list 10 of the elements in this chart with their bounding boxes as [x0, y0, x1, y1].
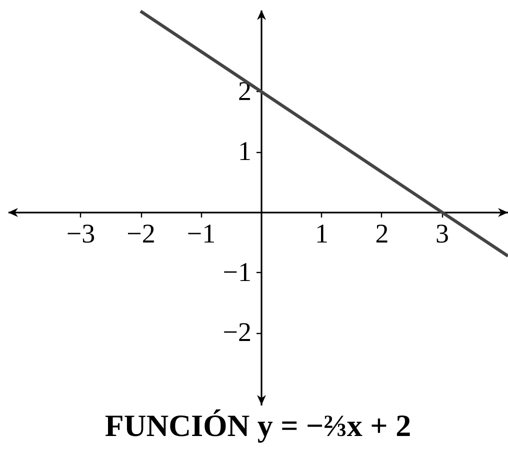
x-tick-label: 1	[315, 218, 329, 249]
x-tick-label: 3	[435, 218, 449, 249]
x-tick-label: −1	[186, 218, 216, 249]
y-tick-label: −2	[222, 317, 252, 348]
x-tick-label: 2	[375, 218, 389, 249]
y-tick-label: 1	[238, 136, 252, 166]
y-tick-label: −1	[222, 256, 252, 287]
x-tick-label: −2	[126, 218, 156, 249]
text: FUNCIÓN y = −⅔x + 2	[104, 408, 412, 443]
x-tick-label: −3	[66, 218, 96, 249]
